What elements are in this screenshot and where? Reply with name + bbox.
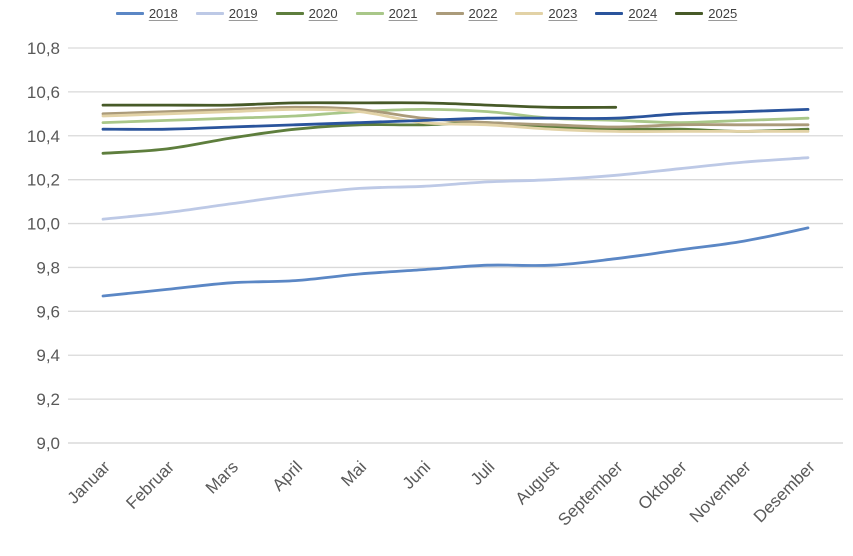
y-tick-label: 9,4 bbox=[36, 346, 60, 365]
legend-line-swatch bbox=[595, 12, 624, 15]
y-tick-label: 9,8 bbox=[36, 258, 60, 277]
x-tick-label: August bbox=[512, 457, 563, 508]
legend-item-2023[interactable]: 2023 bbox=[515, 6, 577, 21]
y-tick-label: 10,8 bbox=[27, 39, 60, 58]
legend-item-2022[interactable]: 2022 bbox=[435, 6, 498, 21]
legend-line-swatch bbox=[115, 12, 144, 15]
y-tick-label: 10,4 bbox=[27, 127, 60, 146]
legend-line-swatch bbox=[675, 12, 704, 15]
legend-label: 2021 bbox=[388, 6, 418, 21]
y-tick-label: 9,2 bbox=[36, 390, 60, 409]
y-tick-label: 10,6 bbox=[27, 83, 60, 102]
x-tick-label: April bbox=[269, 457, 306, 494]
legend-label: 2025 bbox=[708, 6, 738, 21]
y-tick-label: 9,6 bbox=[36, 302, 60, 321]
x-tick-label: Januar bbox=[64, 457, 114, 507]
series-line-2021 bbox=[101, 108, 810, 124]
series-line-2024 bbox=[101, 108, 810, 131]
x-tick-label: Februar bbox=[122, 457, 178, 513]
legend-item-2019[interactable]: 2019 bbox=[195, 6, 258, 21]
x-tick-label: November bbox=[686, 457, 755, 526]
y-gridlines bbox=[68, 47, 843, 444]
series-line-2025 bbox=[101, 101, 618, 109]
legend-line-swatch bbox=[195, 12, 224, 15]
x-tick-label: September bbox=[554, 457, 626, 529]
x-tick-label: Mars bbox=[202, 457, 242, 497]
chart-legend: 2018 2019 2020 2021 2022 2023 2024 2025 bbox=[0, 6, 853, 21]
series-line-2022 bbox=[101, 105, 810, 129]
legend-label: 2024 bbox=[628, 6, 658, 21]
x-tick-label: Oktober bbox=[634, 457, 690, 513]
legend-label: 2019 bbox=[228, 6, 258, 21]
y-tick-label: 9,0 bbox=[36, 434, 60, 453]
legend-item-2025[interactable]: 2025 bbox=[675, 6, 737, 21]
x-axis-labels: Januar Februar Mars April Mai Juni Juli AugustS… bbox=[64, 457, 819, 529]
y-axis-labels: 10,8 10,6 10,4 10,2 10,0 9,8 9,6 9,4 9,2 9,0 bbox=[27, 39, 60, 453]
y-tick-label: 10,2 bbox=[27, 171, 60, 190]
legend-label: 2023 bbox=[548, 6, 578, 21]
x-tick-label: Juli bbox=[467, 457, 498, 488]
y-tick-label: 10,0 bbox=[27, 215, 60, 234]
legend-label: 2022 bbox=[468, 6, 498, 21]
legend-line-swatch bbox=[275, 12, 304, 15]
x-tick-label: Mai bbox=[337, 457, 370, 490]
legend-line-swatch bbox=[355, 12, 384, 15]
legend-label: 2020 bbox=[308, 6, 338, 21]
legend-item-2020[interactable]: 2020 bbox=[275, 6, 338, 21]
legend-line-swatch bbox=[435, 12, 464, 15]
series-line-2018 bbox=[101, 226, 810, 298]
series-line-2019 bbox=[101, 156, 810, 221]
legend-item-2018[interactable]: 2018 bbox=[115, 6, 178, 21]
x-tick-label: Desember bbox=[750, 457, 819, 526]
legend-label: 2018 bbox=[148, 6, 178, 21]
x-tick-label: Juni bbox=[399, 457, 434, 492]
legend-item-2021[interactable]: 2021 bbox=[355, 6, 418, 21]
legend-item-2024[interactable]: 2024 bbox=[595, 6, 657, 21]
series-lines bbox=[101, 101, 810, 298]
series-line-2023 bbox=[101, 108, 810, 133]
legend-line-swatch bbox=[515, 12, 544, 15]
